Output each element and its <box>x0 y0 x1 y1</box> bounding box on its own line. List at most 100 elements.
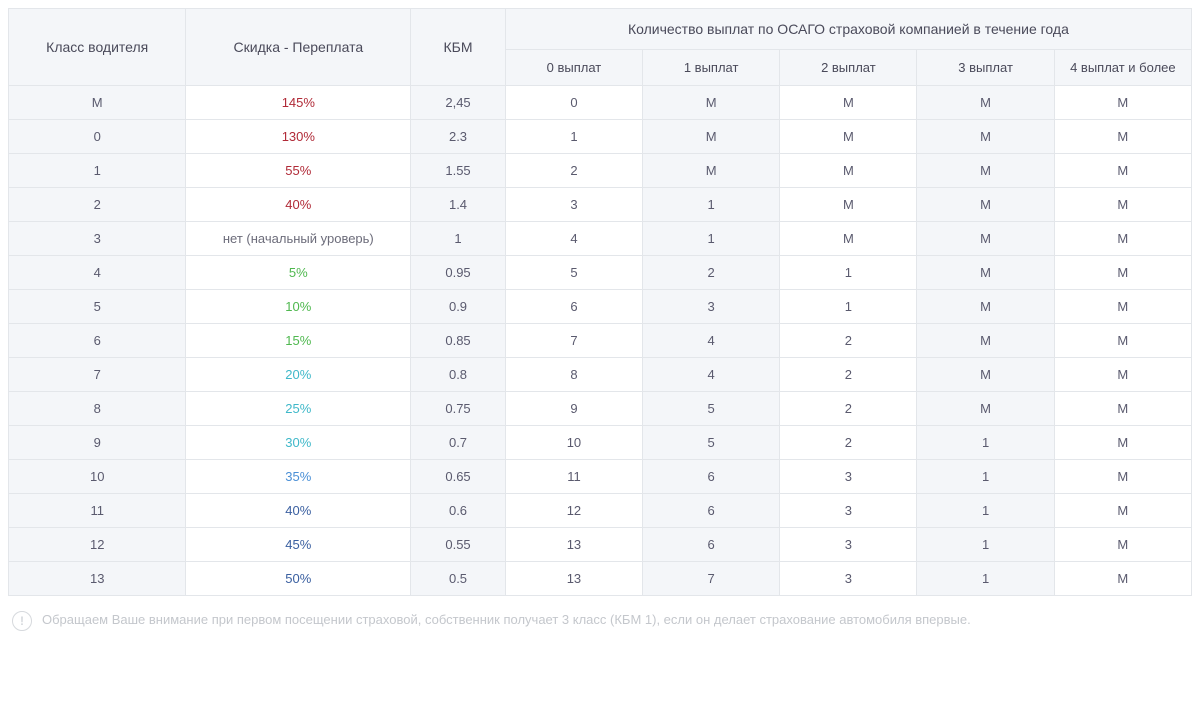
cell-payout: М <box>780 154 917 188</box>
table-row: 1245%0.5513631М <box>9 528 1192 562</box>
cell-payout: 3 <box>780 494 917 528</box>
cell-payout: М <box>1054 562 1191 596</box>
cell-payout: 2 <box>505 154 642 188</box>
cell-driver-class: 13 <box>9 562 186 596</box>
cell-payout: 1 <box>917 494 1054 528</box>
cell-payout: М <box>780 120 917 154</box>
cell-payout: М <box>917 290 1054 324</box>
cell-payout: 7 <box>505 324 642 358</box>
cell-driver-class: 11 <box>9 494 186 528</box>
cell-payout: 1 <box>917 426 1054 460</box>
cell-payout: 3 <box>780 528 917 562</box>
table-row: 510%0.9631ММ <box>9 290 1192 324</box>
cell-payout: М <box>1054 392 1191 426</box>
cell-payout: 1 <box>780 256 917 290</box>
cell-driver-class: 12 <box>9 528 186 562</box>
cell-kbm: 0.65 <box>411 460 506 494</box>
cell-payout: 6 <box>505 290 642 324</box>
table-header: Класс водителя Скидка - Переплата КБМ Ко… <box>9 9 1192 86</box>
cell-discount: нет (начальный уроверь) <box>186 222 411 256</box>
cell-discount: 15% <box>186 324 411 358</box>
cell-payout: 4 <box>643 324 780 358</box>
table-row: М145%2,450ММММ <box>9 86 1192 120</box>
table-row: 615%0.85742ММ <box>9 324 1192 358</box>
header-payouts-0: 0 выплат <box>505 50 642 86</box>
cell-discount: 35% <box>186 460 411 494</box>
cell-payout: М <box>1054 358 1191 392</box>
cell-payout: 1 <box>505 120 642 154</box>
cell-kbm: 0.7 <box>411 426 506 460</box>
header-payouts-3: 3 выплат <box>917 50 1054 86</box>
cell-driver-class: М <box>9 86 186 120</box>
cell-driver-class: 3 <box>9 222 186 256</box>
cell-payout: 4 <box>643 358 780 392</box>
cell-kbm: 0.85 <box>411 324 506 358</box>
cell-payout: 2 <box>780 358 917 392</box>
cell-payout: 13 <box>505 528 642 562</box>
cell-payout: М <box>1054 426 1191 460</box>
cell-payout: 5 <box>643 392 780 426</box>
table-row: 155%1.552ММММ <box>9 154 1192 188</box>
cell-payout: 6 <box>643 528 780 562</box>
cell-payout: М <box>643 154 780 188</box>
cell-kbm: 0.8 <box>411 358 506 392</box>
cell-discount: 45% <box>186 528 411 562</box>
cell-discount: 40% <box>186 494 411 528</box>
cell-payout: 3 <box>780 460 917 494</box>
footnote-text: Обращаем Ваше внимание при первом посеще… <box>42 610 971 630</box>
cell-driver-class: 6 <box>9 324 186 358</box>
cell-payout: 2 <box>643 256 780 290</box>
table-row: 930%0.710521М <box>9 426 1192 460</box>
cell-discount: 145% <box>186 86 411 120</box>
header-payouts-2: 2 выплат <box>780 50 917 86</box>
cell-discount: 50% <box>186 562 411 596</box>
cell-discount: 20% <box>186 358 411 392</box>
cell-payout: 3 <box>643 290 780 324</box>
cell-kbm: 0.95 <box>411 256 506 290</box>
cell-payout: 2 <box>780 324 917 358</box>
footnote: ! Обращаем Ваше внимание при первом посе… <box>8 610 1192 631</box>
cell-payout: М <box>1054 528 1191 562</box>
cell-payout: М <box>643 86 780 120</box>
cell-kbm: 0.9 <box>411 290 506 324</box>
header-kbm: КБМ <box>411 9 506 86</box>
cell-driver-class: 5 <box>9 290 186 324</box>
cell-kbm: 0.6 <box>411 494 506 528</box>
header-payouts-1: 1 выплат <box>643 50 780 86</box>
cell-payout: 0 <box>505 86 642 120</box>
cell-payout: 1 <box>917 562 1054 596</box>
cell-payout: 1 <box>643 188 780 222</box>
header-payouts-4: 4 выплат и более <box>1054 50 1191 86</box>
cell-kbm: 2.3 <box>411 120 506 154</box>
cell-discount: 130% <box>186 120 411 154</box>
cell-payout: 3 <box>505 188 642 222</box>
cell-kbm: 1.4 <box>411 188 506 222</box>
table-row: 1140%0.612631М <box>9 494 1192 528</box>
header-payouts-group: Количество выплат по ОСАГО страховой ком… <box>505 9 1191 50</box>
cell-payout: 6 <box>643 460 780 494</box>
cell-payout: 1 <box>643 222 780 256</box>
cell-driver-class: 8 <box>9 392 186 426</box>
cell-payout: М <box>917 392 1054 426</box>
cell-driver-class: 1 <box>9 154 186 188</box>
cell-driver-class: 9 <box>9 426 186 460</box>
cell-payout: М <box>1054 256 1191 290</box>
cell-driver-class: 2 <box>9 188 186 222</box>
cell-kbm: 1 <box>411 222 506 256</box>
cell-payout: М <box>917 154 1054 188</box>
cell-payout: М <box>1054 86 1191 120</box>
header-discount: Скидка - Переплата <box>186 9 411 86</box>
cell-discount: 25% <box>186 392 411 426</box>
cell-payout: 4 <box>505 222 642 256</box>
cell-kbm: 0.55 <box>411 528 506 562</box>
cell-discount: 40% <box>186 188 411 222</box>
table-row: 3нет (начальный уроверь)141МММ <box>9 222 1192 256</box>
cell-kbm: 2,45 <box>411 86 506 120</box>
kbm-table: Класс водителя Скидка - Переплата КБМ Ко… <box>8 8 1192 596</box>
cell-payout: 2 <box>780 392 917 426</box>
cell-payout: М <box>1054 460 1191 494</box>
cell-kbm: 1.55 <box>411 154 506 188</box>
table-row: 0130%2.31ММММ <box>9 120 1192 154</box>
table-row: 825%0.75952ММ <box>9 392 1192 426</box>
cell-payout: 8 <box>505 358 642 392</box>
